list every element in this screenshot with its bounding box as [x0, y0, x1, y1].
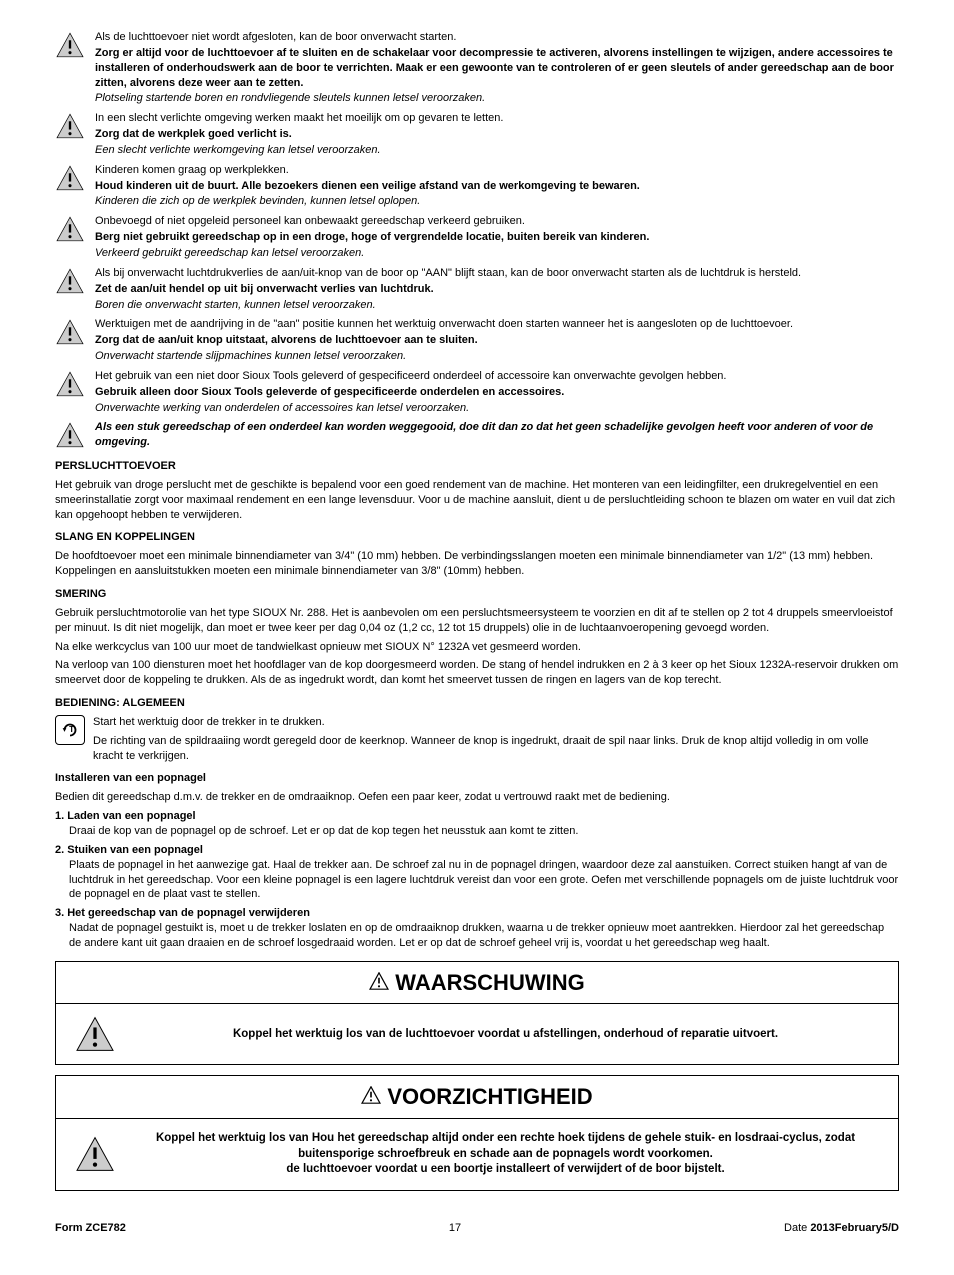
step-item: 2. Stuiken van een popnagelPlaats de pop… — [55, 843, 899, 902]
warning-icon — [55, 216, 85, 242]
warning-line: Zet de aan/uit hendel op uit bij onverwa… — [95, 282, 899, 297]
warning-line: Kinderen die zich op de werkplek bevinde… — [95, 194, 899, 209]
section-bediening-title: BEDIENING: ALGEMEEN — [55, 696, 899, 711]
section-slang-body: De hoofdtoevoer moet een minimale binnen… — [55, 549, 899, 579]
section-smering-p1: Gebruik persluchtmotorolie van het type … — [55, 606, 899, 636]
warnings-list: Als de luchttoevoer niet wordt afgeslote… — [55, 30, 899, 451]
caution-callout-msg: Koppel het werktuig los van Hou het gere… — [131, 1131, 880, 1178]
installeren-title: Installeren van een popnagel — [55, 771, 899, 786]
warning-content: Kinderen komen graag op werkplekken.Houd… — [95, 163, 899, 211]
footer-form: Form ZCE782 — [55, 1221, 126, 1236]
warning-icon — [55, 371, 85, 397]
warning-row: Als een stuk gereedschap of een onderdee… — [55, 420, 899, 451]
section-smering-p2: Na elke werkcyclus van 100 uur moet de t… — [55, 640, 899, 655]
warning-icon — [55, 319, 85, 345]
warning-line: Kinderen komen graag op werkplekken. — [95, 163, 899, 178]
warning-content: In een slecht verlichte omgeving werken … — [95, 111, 899, 159]
section-smering-p3: Na verloop van 100 diensturen moet het h… — [55, 658, 899, 688]
warning-icon — [55, 165, 85, 191]
warning-line: Zorg dat de aan/uit knop uitstaat, alvor… — [95, 333, 899, 348]
section-perslucht-title: PERSLUCHTTOEVOER — [55, 459, 899, 474]
warning-line: Verkeerd gebruikt gereedschap kan letsel… — [95, 246, 899, 261]
warning-content: Het gebruik van een niet door Sioux Tool… — [95, 369, 899, 417]
warning-line: Berg niet gebruikt gereedschap op in een… — [95, 230, 899, 245]
page-footer: Form ZCE782 17 Date 2013February5/D — [55, 1221, 899, 1236]
warning-row: Als bij onverwacht luchtdrukverlies de a… — [55, 266, 899, 314]
caution-callout-icon — [74, 1136, 116, 1172]
warning-icon — [55, 32, 85, 58]
steps-list: 1. Laden van een popnagelDraai de kop va… — [55, 809, 899, 951]
warning-callout: WAARSCHUWING Koppel het werktuig los van… — [55, 961, 899, 1066]
step-body: Plaats de popnagel in het aanwezige gat.… — [69, 858, 899, 903]
section-slang-title: SLANG EN KOPPELINGEN — [55, 530, 899, 545]
installeren-body: Bedien dit gereedschap d.m.v. de trekker… — [55, 790, 899, 805]
section-smering-title: SMERING — [55, 587, 899, 602]
warning-line: Als een stuk gereedschap of een onderdee… — [95, 420, 899, 450]
warning-line: Onverwachte werking van onderdelen of ac… — [95, 401, 899, 416]
warning-row: In een slecht verlichte omgeving werken … — [55, 111, 899, 159]
warning-line: Gebruik alleen door Sioux Tools geleverd… — [95, 385, 899, 400]
warning-line: Als de luchttoevoer niet wordt afgeslote… — [95, 30, 899, 45]
warning-line: Onbevoegd of niet opgeleid personeel kan… — [95, 214, 899, 229]
warning-line: Het gebruik van een niet door Sioux Tool… — [95, 369, 899, 384]
footer-date: Date 2013February5/D — [784, 1221, 899, 1236]
warning-row: Werktuigen met de aandrijving in de "aan… — [55, 317, 899, 365]
warning-line: In een slecht verlichte omgeving werken … — [95, 111, 899, 126]
caution-callout-title: VOORZICHTIGHEID — [387, 1082, 592, 1112]
warning-callout-msg: Koppel het werktuig los van de luchttoev… — [131, 1027, 880, 1043]
bediening-p1: Start het werktuig door de trekker in te… — [93, 715, 899, 730]
warning-line: Als bij onverwacht luchtdrukverlies de a… — [95, 266, 899, 281]
section-perslucht-body: Het gebruik van droge perslucht met de g… — [55, 478, 899, 523]
warning-triangle-icon — [369, 968, 389, 998]
warning-row: Als de luchttoevoer niet wordt afgeslote… — [55, 30, 899, 107]
step-head: 2. Stuiken van een popnagel — [55, 843, 899, 858]
step-item: 1. Laden van een popnagelDraai de kop va… — [55, 809, 899, 839]
warning-icon — [55, 268, 85, 294]
warning-content: Als bij onverwacht luchtdrukverlies de a… — [95, 266, 899, 314]
body-content: PERSLUCHTTOEVOER Het gebruik van droge p… — [55, 459, 899, 951]
warning-line: Boren die onverwacht starten, kunnen let… — [95, 298, 899, 313]
step-head: 1. Laden van een popnagel — [55, 809, 899, 824]
warning-line: Werktuigen met de aandrijving in de "aan… — [95, 317, 899, 332]
warning-row: Onbevoegd of niet opgeleid personeel kan… — [55, 214, 899, 262]
warning-icon — [55, 113, 85, 139]
warning-callout-title: WAARSCHUWING — [395, 968, 584, 998]
step-body: Nadat de popnagel gestuikt is, moet u de… — [69, 921, 899, 951]
step-body: Draai de kop van de popnagel op de schro… — [69, 824, 899, 839]
warning-row: Kinderen komen graag op werkplekken.Houd… — [55, 163, 899, 211]
caution-callout: VOORZICHTIGHEID Koppel het werktuig los … — [55, 1075, 899, 1190]
svg-text:T: T — [69, 725, 74, 734]
bediening-p2: De richting van de spildraaiing wordt ge… — [93, 734, 899, 764]
warning-line: Houd kinderen uit de buurt. Alle bezoeke… — [95, 179, 899, 194]
warning-line: Onverwacht startende slijpmachines kunne… — [95, 349, 899, 364]
warning-content: Als de luchttoevoer niet wordt afgeslote… — [95, 30, 899, 107]
warning-content: Onbevoegd of niet opgeleid personeel kan… — [95, 214, 899, 262]
warning-line: Zorg dat de werkplek goed verlicht is. — [95, 127, 899, 142]
caution-triangle-icon — [361, 1082, 381, 1112]
warning-callout-icon — [74, 1016, 116, 1052]
step-item: 3. Het gereedschap van de popnagel verwi… — [55, 906, 899, 951]
warning-row: Het gebruik van een niet door Sioux Tool… — [55, 369, 899, 417]
rotation-icon: T — [55, 715, 85, 745]
step-head: 3. Het gereedschap van de popnagel verwi… — [55, 906, 899, 921]
warning-icon — [55, 422, 85, 448]
warning-line: Zorg er altijd voor de luchttoevoer af t… — [95, 46, 899, 91]
warning-content: Als een stuk gereedschap of een onderdee… — [95, 420, 899, 451]
warning-line: Plotseling startende boren en rondvliege… — [95, 91, 899, 106]
footer-page: 17 — [449, 1221, 461, 1236]
warning-content: Werktuigen met de aandrijving in de "aan… — [95, 317, 899, 365]
warning-line: Een slecht verlichte werkomgeving kan le… — [95, 143, 899, 158]
